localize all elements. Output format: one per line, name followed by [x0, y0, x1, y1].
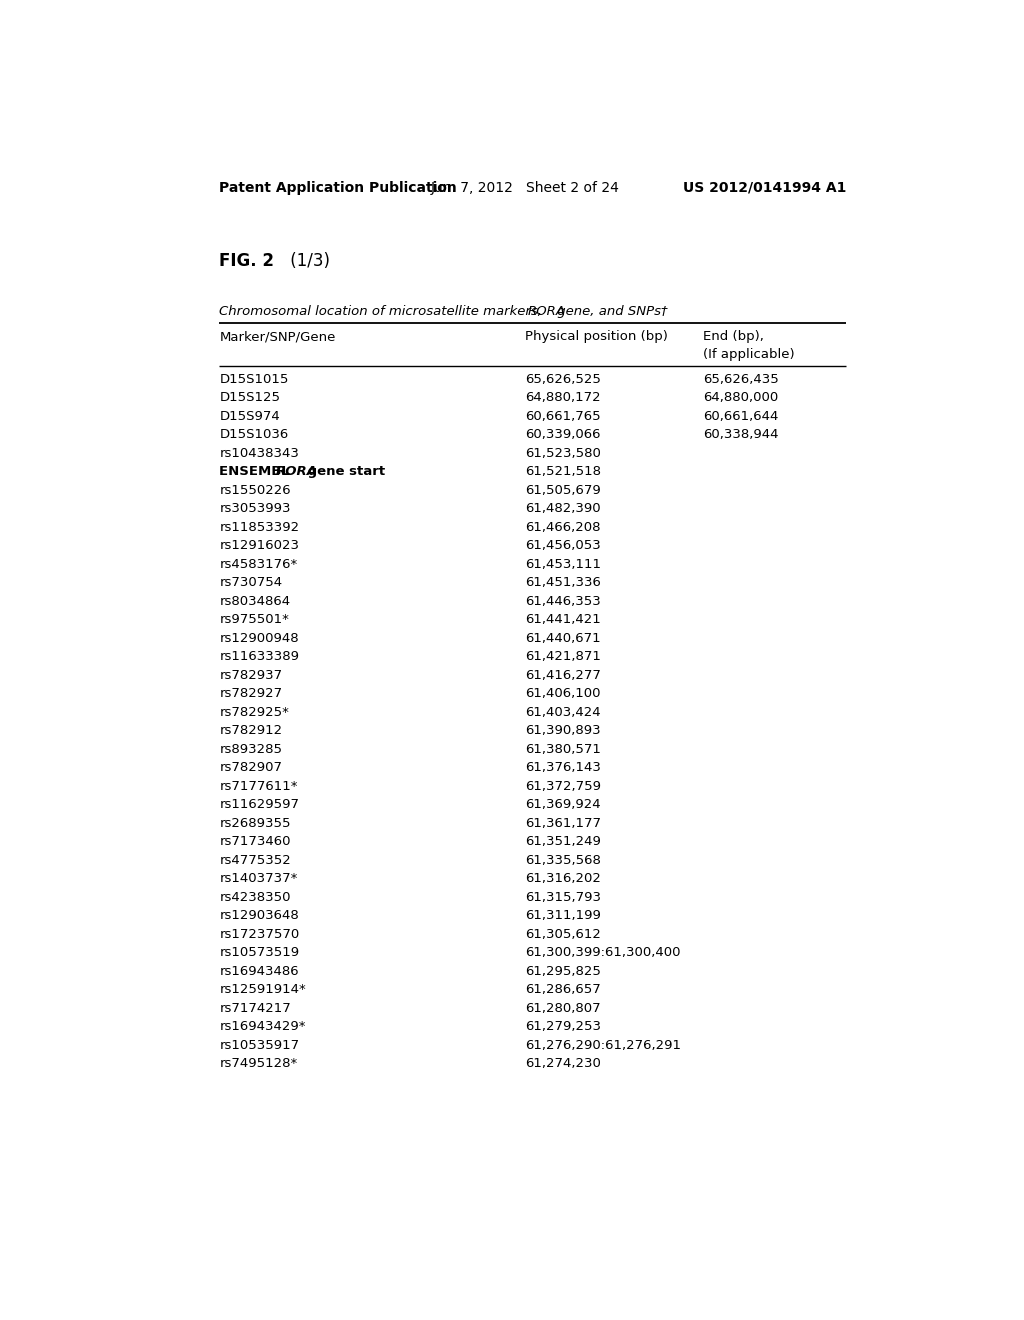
Text: rs12903648: rs12903648: [219, 909, 299, 923]
Text: 61,521,518: 61,521,518: [524, 466, 601, 478]
Text: 61,376,143: 61,376,143: [524, 762, 601, 775]
Text: 61,369,924: 61,369,924: [524, 799, 600, 812]
Text: rs8034864: rs8034864: [219, 595, 291, 607]
Text: D15S125: D15S125: [219, 391, 281, 404]
Text: rs782927: rs782927: [219, 688, 283, 701]
Text: 61,276,290:61,276,291: 61,276,290:61,276,291: [524, 1039, 681, 1052]
Text: US 2012/0141994 A1: US 2012/0141994 A1: [683, 181, 846, 195]
Text: 61,390,893: 61,390,893: [524, 725, 600, 738]
Text: 61,456,053: 61,456,053: [524, 540, 600, 552]
Text: 61,279,253: 61,279,253: [524, 1020, 601, 1034]
Text: 60,661,644: 60,661,644: [703, 409, 778, 422]
Text: rs975501*: rs975501*: [219, 614, 289, 627]
Text: 65,626,435: 65,626,435: [703, 372, 779, 385]
Text: RORA: RORA: [275, 466, 317, 478]
Text: rs4775352: rs4775352: [219, 854, 291, 867]
Text: 61,446,353: 61,446,353: [524, 595, 600, 607]
Text: 61,505,679: 61,505,679: [524, 484, 600, 496]
Text: 61,380,571: 61,380,571: [524, 743, 601, 756]
Text: rs12900948: rs12900948: [219, 632, 299, 645]
Text: Marker/SNP/Gene: Marker/SNP/Gene: [219, 330, 336, 343]
Text: 61,305,612: 61,305,612: [524, 928, 601, 941]
Text: rs7495128*: rs7495128*: [219, 1057, 298, 1071]
Text: rs7177611*: rs7177611*: [219, 780, 298, 793]
Text: rs10438343: rs10438343: [219, 447, 299, 459]
Text: Jun. 7, 2012   Sheet 2 of 24: Jun. 7, 2012 Sheet 2 of 24: [430, 181, 620, 195]
Text: 61,311,199: 61,311,199: [524, 909, 601, 923]
Text: Patent Application Publication: Patent Application Publication: [219, 181, 457, 195]
Text: 60,661,765: 60,661,765: [524, 409, 600, 422]
Text: rs782937: rs782937: [219, 669, 283, 682]
Text: rs782925*: rs782925*: [219, 706, 289, 719]
Text: 61,300,399:61,300,400: 61,300,399:61,300,400: [524, 946, 680, 960]
Text: 61,421,871: 61,421,871: [524, 651, 601, 664]
Text: rs17237570: rs17237570: [219, 928, 299, 941]
Text: rs730754: rs730754: [219, 577, 283, 589]
Text: 61,416,277: 61,416,277: [524, 669, 601, 682]
Text: 61,274,230: 61,274,230: [524, 1057, 601, 1071]
Text: Physical position (bp): Physical position (bp): [524, 330, 668, 343]
Text: rs893285: rs893285: [219, 743, 283, 756]
Text: rs7174217: rs7174217: [219, 1002, 291, 1015]
Text: gene, and SNPs†: gene, and SNPs†: [553, 305, 668, 318]
Text: 61,441,421: 61,441,421: [524, 614, 600, 627]
Text: rs12916023: rs12916023: [219, 540, 299, 552]
Text: D15S1015: D15S1015: [219, 372, 289, 385]
Text: (1/3): (1/3): [285, 252, 330, 269]
Text: 61,482,390: 61,482,390: [524, 503, 600, 515]
Text: 60,338,944: 60,338,944: [703, 429, 779, 441]
Text: rs10573519: rs10573519: [219, 946, 299, 960]
Text: rs11633389: rs11633389: [219, 651, 299, 664]
Text: rs782907: rs782907: [219, 762, 283, 775]
Text: 61,280,807: 61,280,807: [524, 1002, 600, 1015]
Text: ENSEMBL: ENSEMBL: [219, 466, 295, 478]
Text: 61,286,657: 61,286,657: [524, 983, 600, 997]
Text: D15S974: D15S974: [219, 409, 280, 422]
Text: rs7173460: rs7173460: [219, 836, 291, 849]
Text: 61,406,100: 61,406,100: [524, 688, 600, 701]
Text: rs16943486: rs16943486: [219, 965, 299, 978]
Text: 61,372,759: 61,372,759: [524, 780, 601, 793]
Text: rs12591914*: rs12591914*: [219, 983, 306, 997]
Text: 61,335,568: 61,335,568: [524, 854, 601, 867]
Text: rs2689355: rs2689355: [219, 817, 291, 830]
Text: End (bp),: End (bp),: [703, 330, 764, 343]
Text: 61,316,202: 61,316,202: [524, 873, 601, 886]
Text: 61,315,793: 61,315,793: [524, 891, 601, 904]
Text: RORA: RORA: [527, 305, 565, 318]
Text: rs4583176*: rs4583176*: [219, 558, 298, 570]
Text: 64,880,172: 64,880,172: [524, 391, 600, 404]
Text: 61,351,249: 61,351,249: [524, 836, 601, 849]
Text: gene start: gene start: [303, 466, 385, 478]
Text: 61,451,336: 61,451,336: [524, 577, 601, 589]
Text: rs11629597: rs11629597: [219, 799, 299, 812]
Text: FIG. 2: FIG. 2: [219, 252, 274, 269]
Text: D15S1036: D15S1036: [219, 429, 289, 441]
Text: rs1550226: rs1550226: [219, 484, 291, 496]
Text: (If applicable): (If applicable): [703, 348, 795, 362]
Text: 60,339,066: 60,339,066: [524, 429, 600, 441]
Text: 61,440,671: 61,440,671: [524, 632, 600, 645]
Text: rs11853392: rs11853392: [219, 521, 299, 533]
Text: 61,453,111: 61,453,111: [524, 558, 601, 570]
Text: 61,295,825: 61,295,825: [524, 965, 601, 978]
Text: rs16943429*: rs16943429*: [219, 1020, 306, 1034]
Text: 61,523,580: 61,523,580: [524, 447, 601, 459]
Text: 61,403,424: 61,403,424: [524, 706, 600, 719]
Text: 61,361,177: 61,361,177: [524, 817, 601, 830]
Text: Chromosomal location of microsatellite markers,: Chromosomal location of microsatellite m…: [219, 305, 547, 318]
Text: rs4238350: rs4238350: [219, 891, 291, 904]
Text: 64,880,000: 64,880,000: [703, 391, 778, 404]
Text: rs10535917: rs10535917: [219, 1039, 299, 1052]
Text: rs1403737*: rs1403737*: [219, 873, 298, 886]
Text: rs782912: rs782912: [219, 725, 283, 738]
Text: 65,626,525: 65,626,525: [524, 372, 601, 385]
Text: rs3053993: rs3053993: [219, 503, 291, 515]
Text: 61,466,208: 61,466,208: [524, 521, 600, 533]
